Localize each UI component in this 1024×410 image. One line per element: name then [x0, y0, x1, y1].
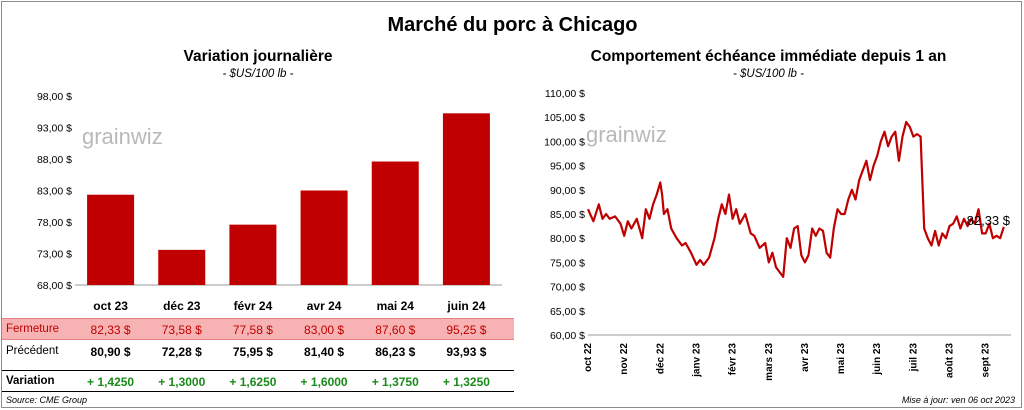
row-label-previous: Précédent	[6, 345, 59, 357]
y-tick-label: 65,00 $	[550, 306, 585, 318]
table-row-previous: Précédent 80,90 $ 72,28 $ 75,95 $ 81,40 $ 86…	[2, 341, 514, 363]
previous-cell: 93,93 $	[446, 345, 487, 359]
variation-cell: + 1,6000	[300, 375, 348, 389]
bar	[158, 249, 206, 285]
source-note: Source: CME Group	[6, 395, 88, 405]
row-label-variation: Variation	[6, 375, 55, 387]
bar	[300, 190, 348, 285]
bar	[229, 224, 277, 285]
x-date-label: sept 23	[981, 343, 992, 378]
x-date-label: nov 22	[619, 343, 630, 375]
y-tick-label: 95,00 $	[550, 161, 585, 173]
x-category-label: févr 24	[234, 299, 273, 313]
x-category-label: avr 24	[307, 299, 342, 313]
x-date-label: janv 23	[691, 343, 702, 378]
y-tick-label: 85,00 $	[550, 209, 585, 221]
previous-cell: 86,23 $	[375, 345, 416, 359]
previous-cell: 80,90 $	[90, 345, 131, 359]
bar	[87, 194, 135, 285]
variation-cell: + 1,3750	[371, 375, 419, 389]
line-chart: grainwiz 60,00 $ 65,00 $ 70,00 $ 75,00 $ 80,0…	[544, 88, 1011, 381]
x-date-label: févr 23	[728, 343, 739, 376]
close-cell: 95,25 $	[446, 323, 487, 337]
x-date-label: déc 22	[655, 343, 666, 375]
price-line	[586, 120, 1005, 278]
previous-cell: 72,28 $	[161, 345, 202, 359]
y-tick-label: 90,00 $	[550, 185, 585, 197]
row-label-close: Fermeture	[6, 323, 60, 335]
y-tick-label: 80,00 $	[550, 233, 585, 245]
y-tick-label: 83,00 $	[37, 186, 72, 198]
y-tick-label: 60,00 $	[550, 330, 585, 342]
x-date-label: oct 22	[583, 343, 594, 372]
bar	[371, 161, 419, 285]
x-category-label: déc 23	[163, 299, 201, 313]
x-date-label: août 23	[945, 343, 956, 378]
close-cell: 77,58 $	[232, 323, 273, 337]
left-chart-subtitle: - $US/100 lb -	[222, 68, 294, 80]
watermark-right: grainwiz	[586, 122, 667, 147]
y-tick-label: 88,00 $	[37, 154, 72, 166]
y-tick-label: 105,00 $	[544, 112, 585, 124]
close-cell: 73,58 $	[161, 323, 202, 337]
x-category-label: mai 24	[377, 299, 415, 313]
variation-cell: + 1,6250	[229, 375, 277, 389]
bar-chart: grainwiz 68,00 $ 73,00 $ 78,00 $ 83,00 $ 88,0…	[37, 91, 502, 313]
right-chart-subtitle: - $US/100 lb -	[733, 68, 804, 80]
y-tick-label: 110,00 $	[545, 88, 585, 100]
x-date-label: avr 23	[800, 343, 811, 372]
x-date-label: juil 23	[908, 343, 919, 373]
close-cell: 82,33 $	[90, 323, 131, 337]
y-tick-label: 68,00 $	[37, 280, 72, 292]
last-value-label: 82,33 $	[967, 213, 1011, 228]
variation-cell: + 1,3250	[442, 375, 490, 389]
y-tick-label: 93,00 $	[37, 123, 72, 135]
watermark-left: grainwiz	[82, 124, 163, 149]
bar	[442, 113, 490, 285]
previous-cell: 75,95 $	[232, 345, 273, 359]
table-row-variation: Variation + 1,4250 + 1,3000 + 1,6250 + 1,60…	[2, 370, 514, 392]
variation-cell: + 1,3000	[158, 375, 206, 389]
x-date-label: mars 23	[764, 343, 775, 381]
y-tick-label: 73,00 $	[37, 249, 72, 261]
update-note: Mise à jour: ven 06 oct 2023	[901, 395, 1015, 405]
x-category-label: oct 23	[93, 299, 128, 313]
variation-cell: + 1,4250	[87, 375, 135, 389]
y-tick-label: 78,00 $	[37, 217, 72, 229]
main-title: Marché du porc à Chicago	[387, 14, 638, 36]
right-chart-title: Comportement échéance immédiate depuis 1…	[590, 48, 947, 65]
y-tick-label: 75,00 $	[550, 257, 585, 269]
x-category-label: juin 24	[446, 299, 485, 313]
x-date-label: juin 23	[872, 343, 883, 376]
previous-cell: 81,40 $	[304, 345, 345, 359]
left-chart-title: Variation journalière	[183, 48, 333, 65]
close-cell: 83,00 $	[304, 323, 345, 337]
y-tick-label: 100,00 $	[544, 136, 585, 148]
y-tick-label: 98,00 $	[37, 91, 72, 103]
y-tick-label: 70,00 $	[550, 282, 585, 294]
x-date-label: mai 23	[836, 343, 847, 375]
close-cell: 87,60 $	[375, 323, 416, 337]
table-row-close: Fermeture 82,33 $ 73,58 $ 77,58 $ 83,00 $ 87…	[2, 318, 514, 340]
